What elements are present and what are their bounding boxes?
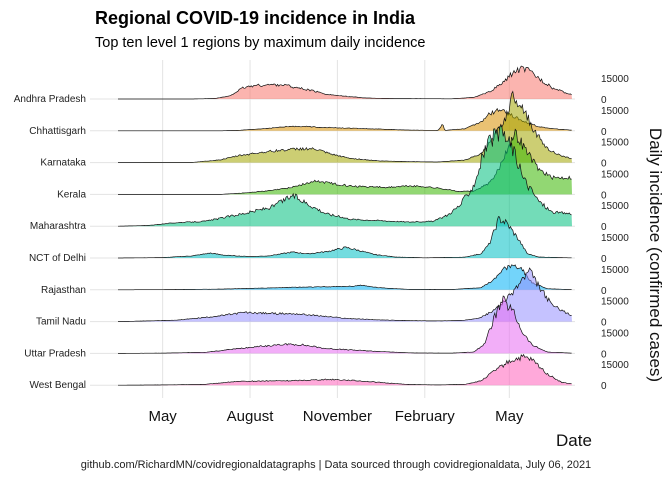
ridge-area [118, 296, 572, 354]
y-tick-label: 15000 [601, 106, 629, 117]
y-tick-label: 0 [601, 159, 607, 170]
ridge-area [118, 354, 572, 386]
region-label: Uttar Pradesh [24, 348, 86, 359]
x-axis: May August November February May [148, 408, 524, 425]
y-tick-label: 0 [601, 286, 607, 297]
y-tick-label: 15000 [601, 233, 629, 244]
y-tick-label: 0 [601, 222, 607, 233]
region-label: NCT of Delhi [29, 253, 86, 264]
x-axis-title: Date [556, 431, 592, 450]
region-label: West Bengal [29, 380, 86, 391]
y-tick-label: 0 [601, 349, 607, 360]
y-tick-label: 15000 [601, 169, 629, 180]
ridge-line [118, 107, 572, 132]
ridge-line [118, 216, 572, 259]
y-tick-label: 0 [601, 381, 607, 392]
ridge-line [118, 353, 572, 386]
y-ticks: 0150000150000150000150000150000150000150… [601, 74, 629, 392]
region-label: Kerala [57, 189, 86, 200]
y-tick-label: 0 [601, 127, 607, 138]
caption: github.com/RichardMN/covidregionaldatagr… [80, 459, 592, 471]
ridge-area [118, 125, 572, 227]
region-label: Karnataka [40, 158, 86, 169]
y-tick-label: 15000 [601, 265, 629, 276]
ridge-line [118, 264, 572, 291]
y-tick-label: 15000 [601, 297, 629, 308]
y-tick-label: 15000 [601, 201, 629, 212]
chart-title: Regional COVID-19 incidence in India [95, 8, 416, 28]
ridge-area [118, 66, 572, 99]
ridge-line [118, 65, 572, 100]
ridge-line [118, 90, 572, 163]
region-label: Tamil Nadu [36, 317, 86, 328]
region-label: Maharashtra [30, 221, 87, 232]
x-tick-label: November [303, 408, 372, 425]
ridge-line [118, 267, 572, 322]
region-labels: Andhra Pradesh Chhattisgarh Karnataka Keral… [14, 94, 87, 391]
y-axis-title: Daily incidence (confirmed cases) [646, 128, 665, 382]
ridges [118, 65, 572, 386]
region-label: Chhattisgarh [29, 126, 86, 137]
y-tick-label: 0 [601, 254, 607, 265]
y-tick-label: 15000 [601, 74, 629, 85]
region-label: Rajasthan [41, 285, 86, 296]
ridge-area [118, 264, 572, 290]
y-tick-label: 15000 [601, 360, 629, 371]
ridge-line [118, 295, 572, 354]
x-tick-label: May [495, 408, 524, 425]
x-tick-label: August [227, 408, 275, 425]
ridge-area [118, 268, 572, 322]
x-tick-label: February [395, 408, 456, 425]
y-tick-label: 15000 [601, 328, 629, 339]
y-tick-label: 0 [601, 190, 607, 201]
ridge-area [118, 216, 572, 258]
chart-subtitle: Top ten level 1 regions by maximum daily… [95, 35, 426, 51]
ridge-line [118, 125, 572, 227]
y-tick-label: 0 [601, 95, 607, 106]
region-label: Andhra Pradesh [14, 94, 86, 105]
y-tick-label: 15000 [601, 138, 629, 149]
y-tick-label: 0 [601, 318, 607, 329]
x-tick-label: May [148, 408, 177, 425]
